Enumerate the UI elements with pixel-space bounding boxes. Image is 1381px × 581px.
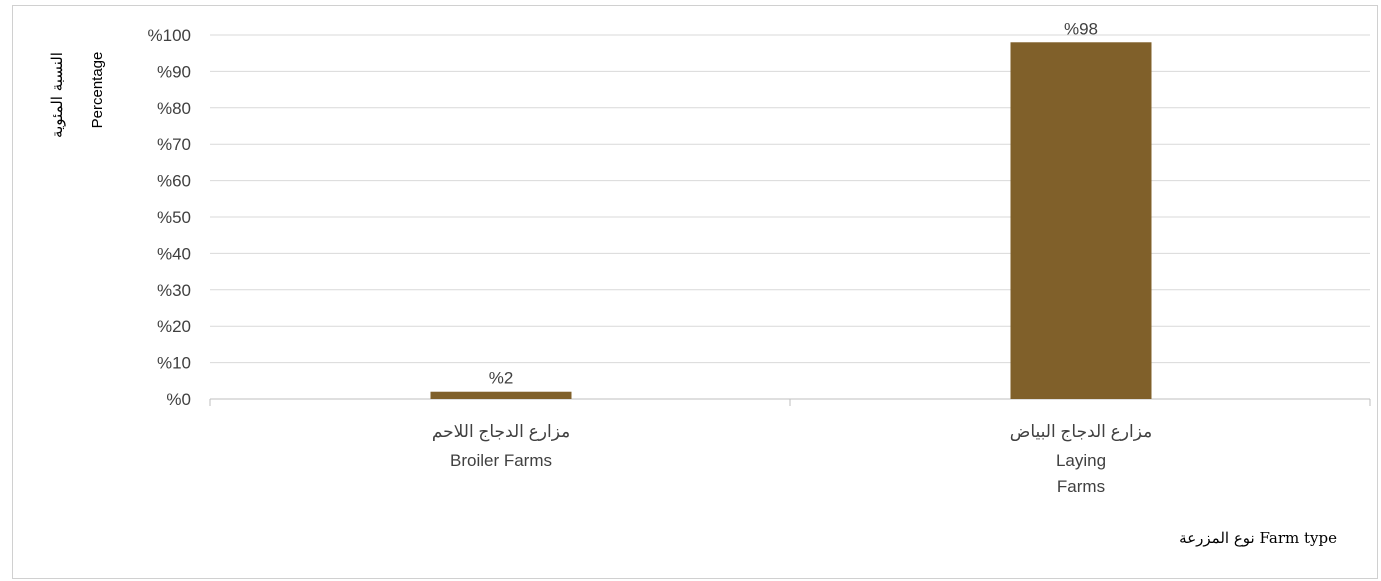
category-label-english: Broiler Farms bbox=[450, 451, 552, 470]
y-tick-label: %40 bbox=[157, 244, 191, 263]
y-tick-label: %90 bbox=[157, 62, 191, 81]
y-axis-title-arabic: النسبة المئوية bbox=[48, 52, 66, 138]
x-axis-title: نوع المزرعة Farm type bbox=[1179, 529, 1337, 547]
category-labels: مزارع الدجاج اللاحم Broiler Farms مزارع ال… bbox=[432, 422, 1152, 496]
data-label: %2 bbox=[489, 369, 514, 388]
category-label-english: Farms bbox=[1057, 477, 1105, 496]
y-axis-title-english: Percentage bbox=[89, 52, 106, 129]
category-label-arabic: مزارع الدجاج اللاحم bbox=[432, 422, 570, 442]
x-axis bbox=[209, 398, 1371, 406]
y-tick-label: %50 bbox=[157, 208, 191, 227]
bars bbox=[430, 42, 1152, 399]
data-label: %98 bbox=[1064, 19, 1098, 38]
category-label-arabic: مزارع الدجاج البياض bbox=[1010, 422, 1152, 442]
y-tick-label: %20 bbox=[157, 317, 191, 336]
data-labels: %2 %98 bbox=[489, 19, 1098, 387]
gridlines bbox=[210, 34, 1370, 364]
y-tick-label: %0 bbox=[166, 390, 191, 409]
y-tick-label: %70 bbox=[157, 135, 191, 154]
y-tick-label: %60 bbox=[157, 172, 191, 191]
bar bbox=[430, 391, 572, 399]
y-axis-ticks: %0 %10 %20 %30 %40 %50 %60 %70 %80 %90 %100 bbox=[148, 26, 191, 409]
y-tick-label: %100 bbox=[148, 26, 191, 45]
y-tick-label: %80 bbox=[157, 99, 191, 118]
category-label-english: Laying bbox=[1056, 451, 1106, 470]
y-tick-label: %30 bbox=[157, 281, 191, 300]
bar bbox=[1010, 42, 1152, 399]
y-tick-label: %10 bbox=[157, 354, 191, 373]
